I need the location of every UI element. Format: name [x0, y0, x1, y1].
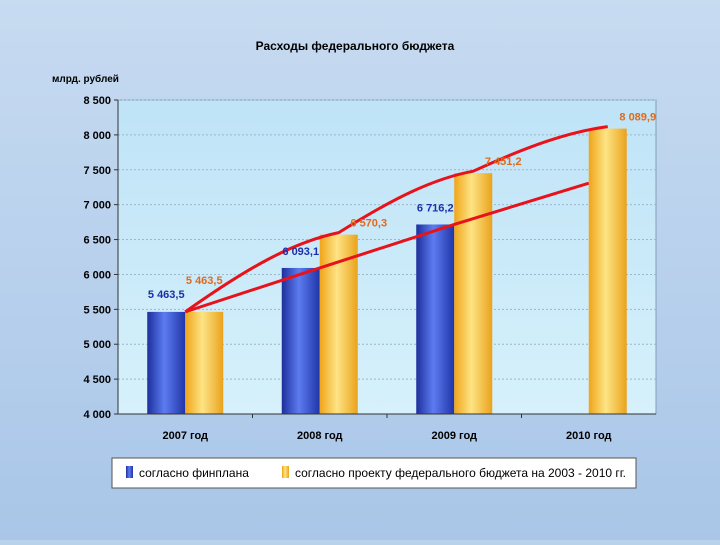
y-tick-label: 7 000 [83, 200, 111, 212]
y-axis-ticks: 4 000 4 500 5 000 5 500 6 000 6 500 7 000 7 500… [83, 95, 118, 421]
x-tick-label: 2008 год [297, 430, 343, 442]
legend-box [111, 457, 637, 489]
bar-project [185, 311, 224, 414]
y-tick-label: 6 000 [83, 269, 111, 281]
y-tick-label: 8 000 [83, 130, 111, 142]
data-label-project: 5 463,5 [186, 275, 223, 287]
legend-label-finplan: согласно финплана [139, 466, 249, 480]
bar-finplan [147, 311, 186, 414]
data-label-project: 8 089,9 [619, 112, 656, 124]
data-label-project: 6 570,3 [350, 218, 387, 230]
x-tick-label: 2010 год [566, 430, 612, 442]
trend-lines [184, 125, 608, 314]
y-axis-unit-label: млрд. рублей [52, 73, 119, 85]
bar-value-labels: 5 463,55 463,5 6 093,1 6 570,3 6 716,2 7 451… [148, 112, 656, 301]
x-tick-label: 2009 год [431, 430, 477, 442]
trend-line-finplan [184, 181, 590, 314]
legend-swatch-finplan [126, 466, 133, 478]
y-tick-label: 5 500 [83, 304, 111, 316]
y-tick-label: 6 500 [83, 235, 111, 247]
bars [147, 128, 627, 415]
x-axis-ticks: 2007 год 2008 год 2009 год 2010 год [162, 414, 612, 442]
x-tick-label: 2007 год [162, 430, 208, 442]
y-tick-label: 5 000 [83, 339, 111, 351]
trend-line-project [184, 125, 608, 314]
data-label-finplan: 6 093,1 [282, 246, 319, 258]
y-tick-label: 7 500 [83, 165, 111, 177]
chart-title: Расходы федерального бюджета [256, 39, 455, 53]
legend-swatch-project [282, 466, 289, 478]
y-tick-label: 8 500 [83, 95, 111, 107]
bar-project [454, 173, 493, 414]
bar-project [588, 128, 627, 415]
data-label-project: 7 451,2 [485, 156, 522, 168]
y-tick-label: 4 000 [83, 409, 111, 421]
data-label-finplan: 6 716,2 [417, 202, 454, 214]
legend: согласно финплана согласно проекту федер… [111, 457, 637, 489]
data-label-finplan: 5 463,5 [148, 289, 185, 301]
legend-label-project: согласно проекту федерального бюджета на… [295, 466, 626, 480]
bar-finplan [416, 224, 455, 414]
bar-finplan [281, 267, 320, 414]
y-tick-label: 4 500 [83, 374, 111, 386]
